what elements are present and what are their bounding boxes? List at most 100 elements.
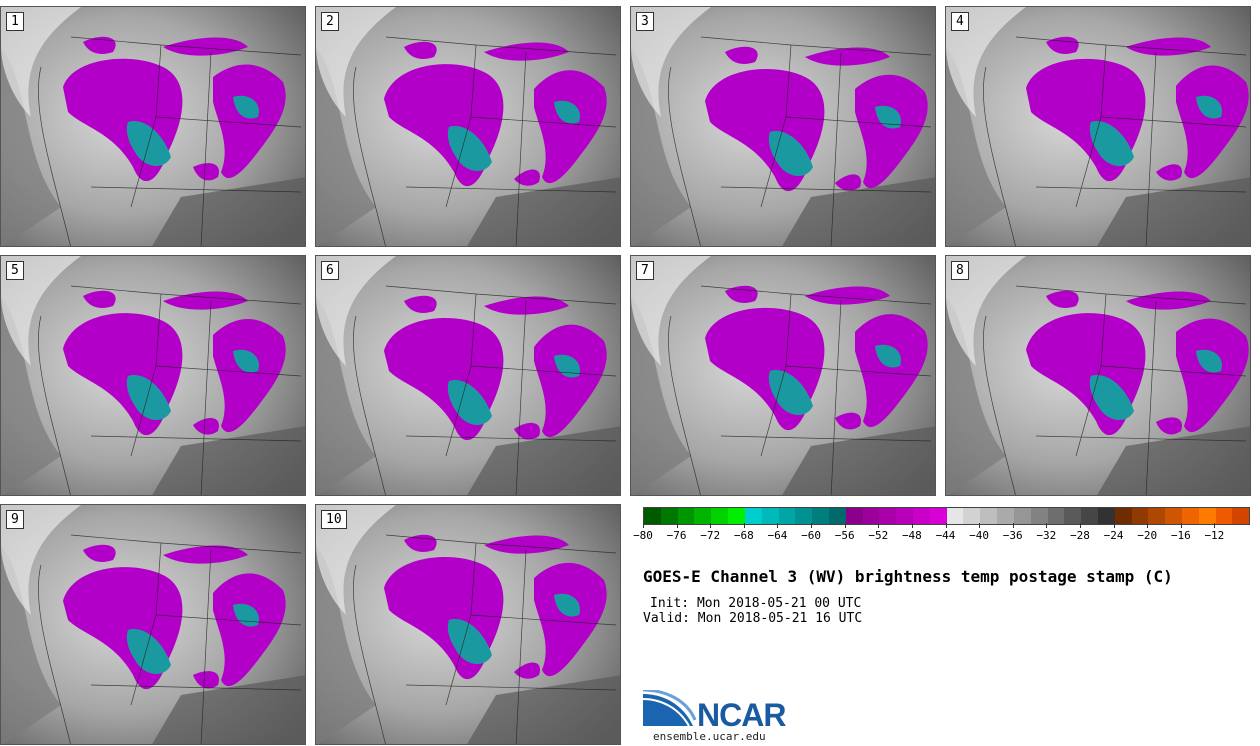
colorbar-tick-label: −32 xyxy=(1036,529,1057,542)
colorbar-tick-label: −44 xyxy=(935,529,956,542)
colorbar-tick-label: −52 xyxy=(868,529,889,542)
colorbar-segment xyxy=(1182,508,1199,524)
colorbar-segment xyxy=(711,508,729,524)
colorbar-segment xyxy=(862,508,880,524)
colorbar-segment xyxy=(1131,508,1149,524)
map-panel: 3 xyxy=(630,6,936,247)
panel-number: 8 xyxy=(951,261,969,280)
colorbar-ticks: −80 −76 −72 −68 −64 −60 −56 −52 −48 −44 −40 −36 −32−… xyxy=(633,523,1248,543)
panel-number: 4 xyxy=(951,12,969,31)
colorbar xyxy=(643,507,1250,525)
init-time: Init: Mon 2018-05-21 00 UTC xyxy=(650,596,862,611)
panel-number: 6 xyxy=(321,261,339,280)
colorbar-tick-label: −76 xyxy=(666,529,687,542)
colorbar-segment xyxy=(812,508,829,524)
panel-number: 5 xyxy=(6,261,24,280)
colorbar-segment xyxy=(1064,508,1082,524)
colorbar-tick xyxy=(777,523,779,528)
colorbar-tick-label: −28 xyxy=(1070,529,1090,542)
colorbar-tick-label: −64 xyxy=(767,529,788,542)
colorbar-tick-label: −72 xyxy=(700,529,721,542)
colorbar-segment xyxy=(879,508,897,524)
panel-number: 3 xyxy=(636,12,654,31)
colorbar-segment xyxy=(795,508,813,524)
colorbar-tick-label: −20 xyxy=(1137,529,1158,542)
map-panel: 2 xyxy=(315,6,621,247)
colorbar-tick xyxy=(743,523,745,528)
colorbar-tick xyxy=(1214,523,1216,528)
colorbar-segment xyxy=(929,508,947,524)
panel-number: 9 xyxy=(6,510,24,529)
map-panel: 6 xyxy=(315,255,621,496)
colorbar-segment xyxy=(963,508,981,524)
colorbar-segment xyxy=(913,508,930,524)
colorbar-tick xyxy=(844,523,846,528)
colorbar-tick xyxy=(710,523,712,528)
colorbar-tick-label: −12 xyxy=(1204,529,1225,542)
colorbar-tick-label: −48 xyxy=(901,529,922,542)
colorbar-segment xyxy=(1148,508,1166,524)
colorbar-tick-label: −16 xyxy=(1170,529,1191,542)
colorbar-segment xyxy=(1047,508,1065,524)
colorbar-tick xyxy=(1012,523,1014,528)
colorbar-tick xyxy=(1147,523,1149,528)
colorbar-segment xyxy=(778,508,796,524)
ncar-logo-text: NCAR xyxy=(697,697,786,733)
panel-number: 1 xyxy=(6,12,24,31)
map-panel: 10 xyxy=(315,504,621,745)
colorbar-segment xyxy=(896,508,913,524)
colorbar-tick xyxy=(878,523,880,528)
colorbar-tick-label: −80 xyxy=(633,529,653,542)
colorbar-tick xyxy=(676,523,678,528)
colorbar-tick-label: −68 xyxy=(733,529,754,542)
colorbar-segment xyxy=(997,508,1014,524)
colorbar-tick xyxy=(1046,523,1048,528)
ncar-logo-icon xyxy=(643,690,697,727)
colorbar-segment xyxy=(845,508,863,524)
colorbar-tick xyxy=(945,523,947,528)
colorbar-segment xyxy=(744,508,762,524)
figure-title: GOES-E Channel 3 (WV) brightness temp po… xyxy=(643,567,1173,586)
panel-number: 7 xyxy=(636,261,654,280)
panel-number: 10 xyxy=(321,510,347,529)
colorbar-segment xyxy=(1198,508,1216,524)
colorbar-tick xyxy=(911,523,913,528)
colorbar-segment xyxy=(677,508,695,524)
site-url[interactable]: ensemble.ucar.edu xyxy=(653,730,766,743)
colorbar-segment xyxy=(1097,508,1115,524)
colorbar-segment xyxy=(1030,508,1048,524)
colorbar-segment xyxy=(728,508,745,524)
colorbar-segment xyxy=(1232,508,1250,524)
colorbar-tick xyxy=(979,523,981,528)
colorbar-segment xyxy=(761,508,779,524)
colorbar-tick-label: −40 xyxy=(969,529,990,542)
colorbar-segment xyxy=(1013,508,1031,524)
colorbar-tick-label: −60 xyxy=(801,529,821,542)
colorbar-tick xyxy=(643,523,644,528)
colorbar-segment xyxy=(1114,508,1132,524)
colorbar-tick-label: −56 xyxy=(834,529,855,542)
colorbar-tick xyxy=(1113,523,1115,528)
colorbar-segment xyxy=(980,508,998,524)
map-panel: 7 xyxy=(630,255,936,496)
valid-time: Valid: Mon 2018-05-21 16 UTC xyxy=(643,611,863,626)
colorbar-tick xyxy=(1079,523,1081,528)
colorbar-segment xyxy=(1215,508,1233,524)
colorbar-tick xyxy=(1180,523,1182,528)
map-panel: 4 xyxy=(945,6,1251,247)
map-panel: 5 xyxy=(0,255,306,496)
colorbar-tick-label: −24 xyxy=(1103,529,1124,542)
colorbar-segment xyxy=(660,508,678,524)
map-panel: 8 xyxy=(945,255,1251,496)
colorbar-segment xyxy=(1165,508,1182,524)
colorbar-segment xyxy=(946,508,964,524)
colorbar-segment xyxy=(828,508,846,524)
colorbar-tick-label: −36 xyxy=(1002,529,1023,542)
panel-number: 2 xyxy=(321,12,339,31)
colorbar-tick xyxy=(811,523,813,528)
colorbar-segment xyxy=(644,508,661,524)
map-panel: 1 xyxy=(0,6,306,247)
colorbar-segment xyxy=(694,508,712,524)
colorbar-segment xyxy=(1081,508,1098,524)
map-panel: 9 xyxy=(0,504,306,745)
